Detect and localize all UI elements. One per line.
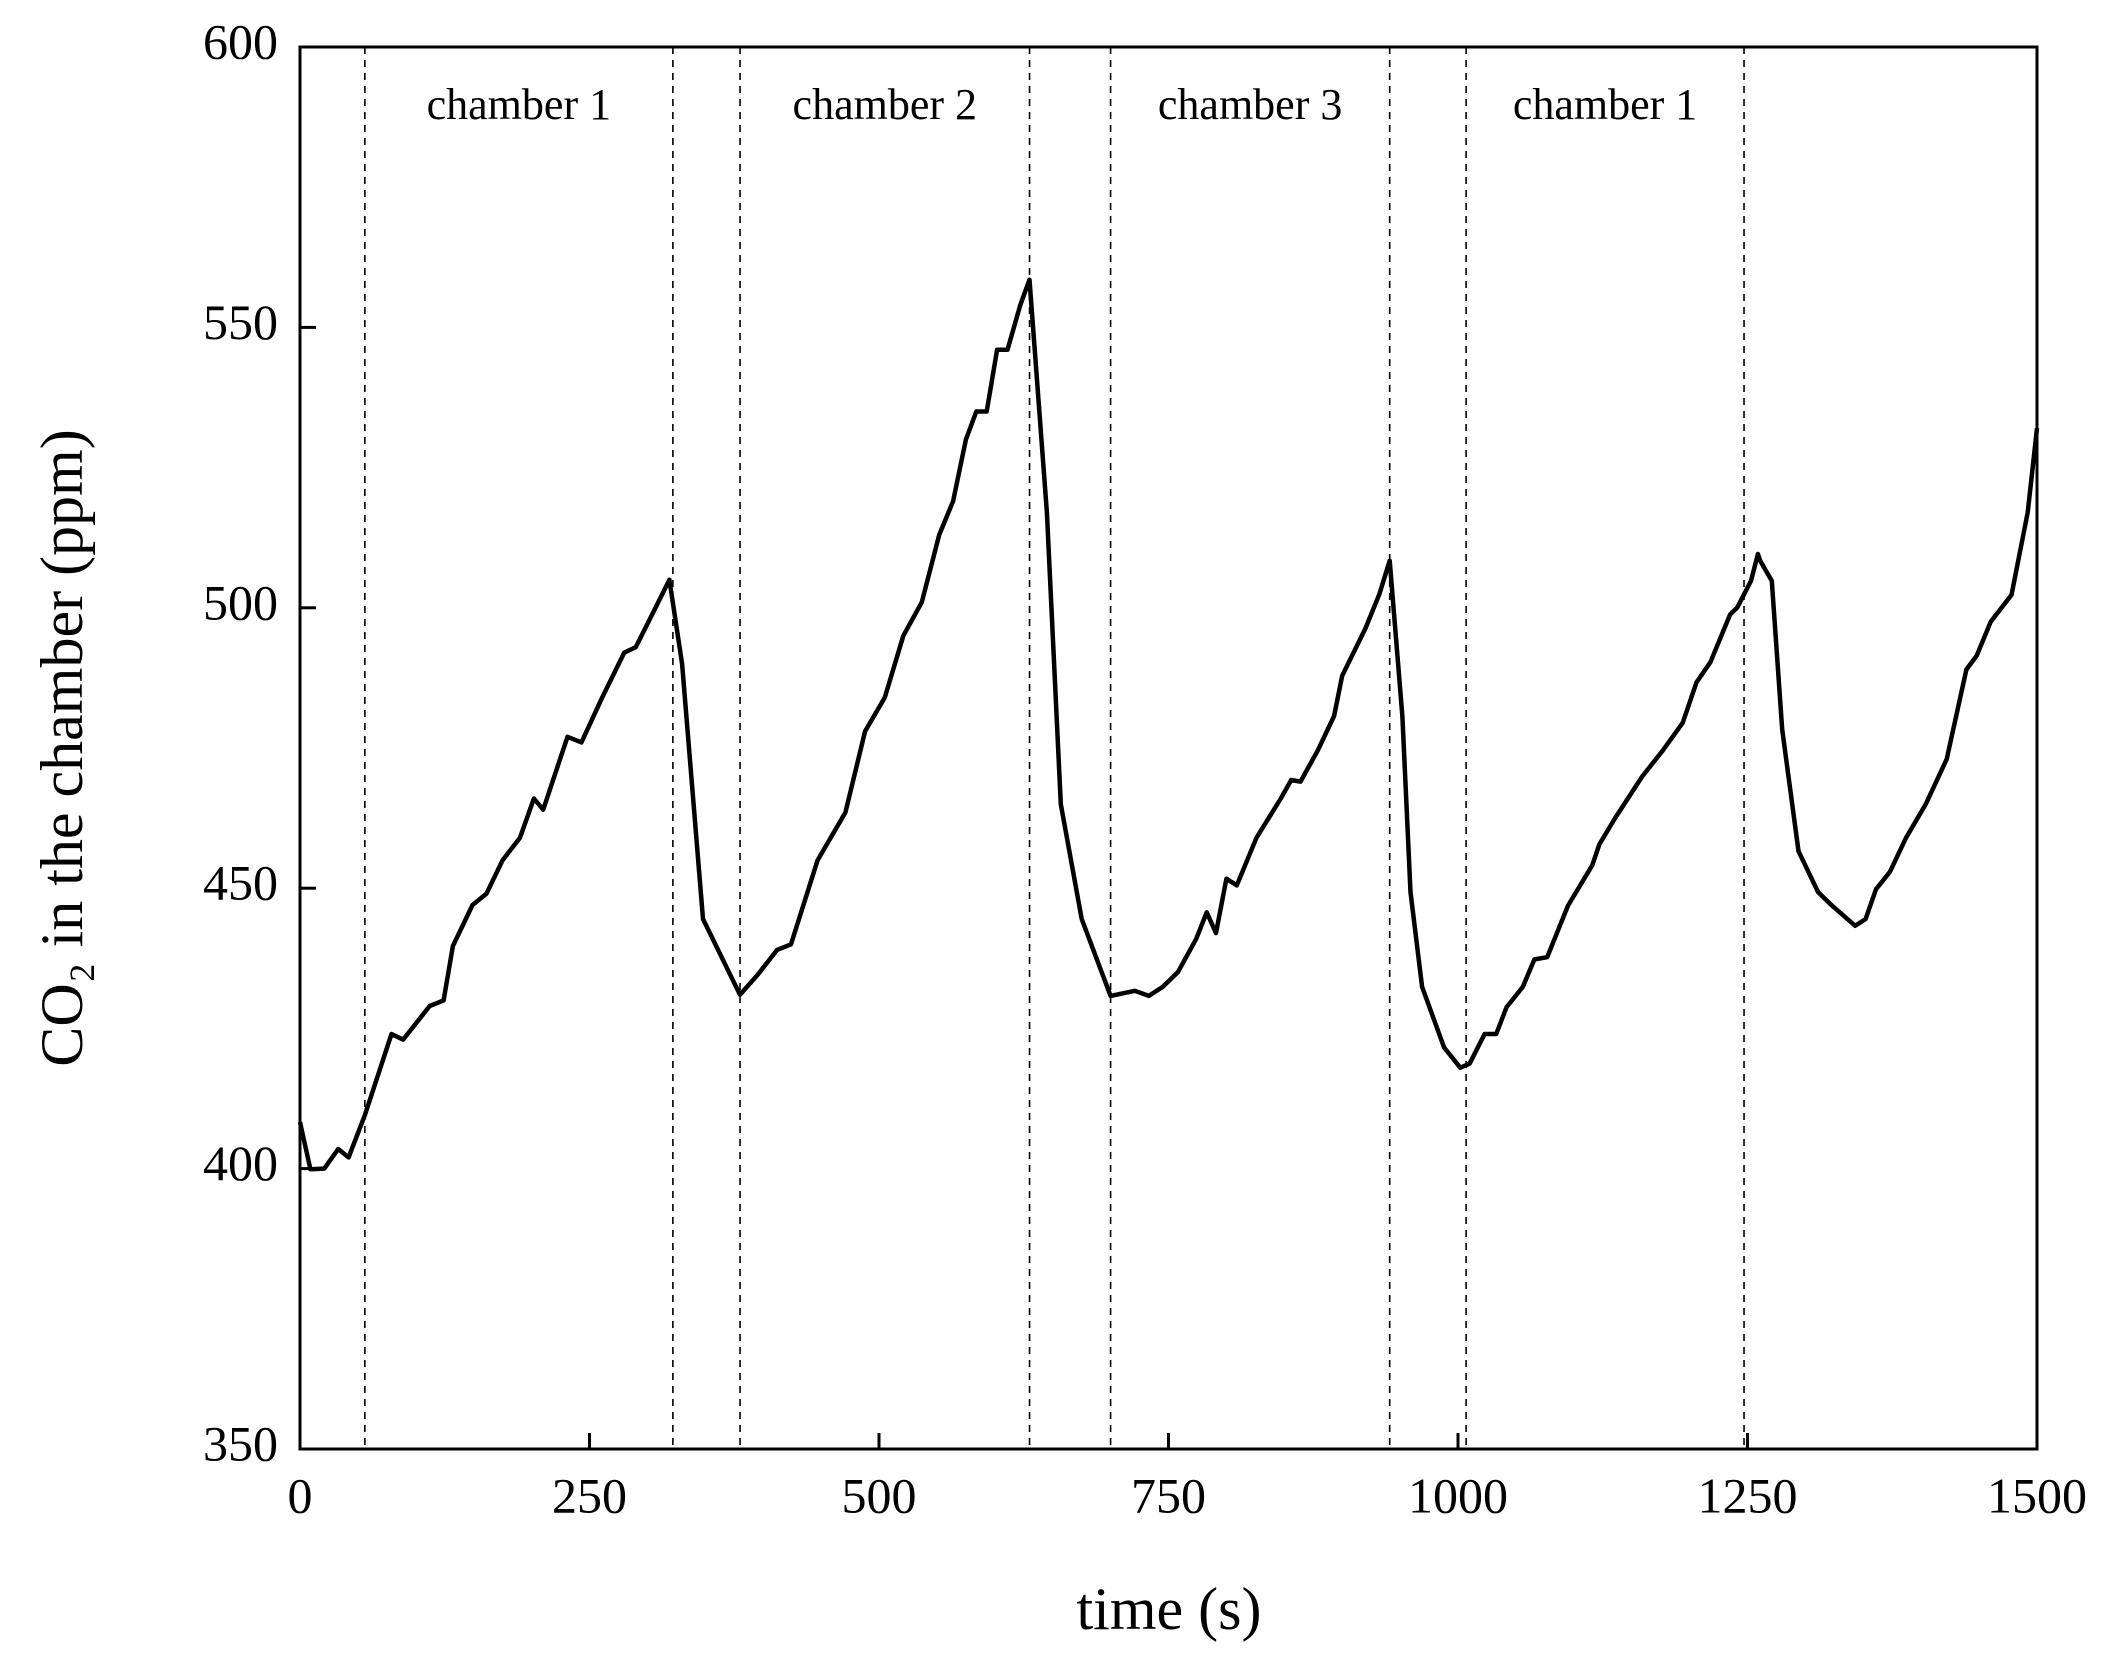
y-tick-label: 600	[203, 13, 278, 69]
x-tick-label: 500	[842, 1467, 917, 1523]
plot-frame	[298, 45, 2039, 1451]
x-tick-label: 0	[288, 1467, 313, 1523]
period-label: chamber 1	[427, 80, 611, 129]
period-label: chamber 2	[793, 80, 977, 129]
data-line	[297, 277, 2040, 1172]
y-tick-label: 400	[203, 1135, 278, 1191]
x-axis-title: time (s)	[1077, 1576, 1262, 1642]
period-label: chamber 1	[1513, 80, 1697, 129]
period-label: chamber 3	[1158, 80, 1342, 129]
x-tick-label: 250	[552, 1467, 627, 1523]
x-tick-label: 1500	[1987, 1467, 2087, 1523]
x-tick-label: 750	[1131, 1467, 1206, 1523]
y-tick-label: 350	[203, 1415, 278, 1471]
y-tick-label: 450	[203, 855, 278, 911]
y-axis-title: CO₂ in the chamber (ppm)	[29, 429, 95, 1066]
y-tick-label: 500	[203, 574, 278, 630]
y-tick-label: 550	[203, 294, 278, 350]
x-tick-label: 1250	[1698, 1467, 1798, 1523]
x-tick-label: 1000	[1408, 1467, 1508, 1523]
